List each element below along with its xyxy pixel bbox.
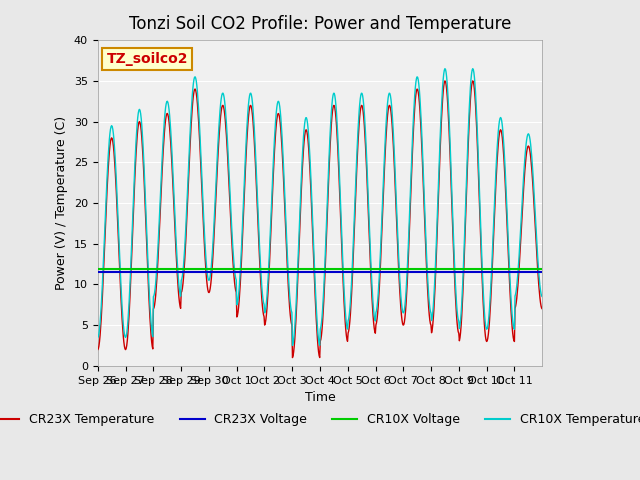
Y-axis label: Power (V) / Temperature (C): Power (V) / Temperature (C) [55, 116, 68, 290]
X-axis label: Time: Time [305, 391, 335, 404]
Title: Tonzi Soil CO2 Profile: Power and Temperature: Tonzi Soil CO2 Profile: Power and Temper… [129, 15, 511, 33]
Legend: CR23X Temperature, CR23X Voltage, CR10X Voltage, CR10X Temperature: CR23X Temperature, CR23X Voltage, CR10X … [0, 408, 640, 432]
Text: TZ_soilco2: TZ_soilco2 [107, 52, 188, 66]
